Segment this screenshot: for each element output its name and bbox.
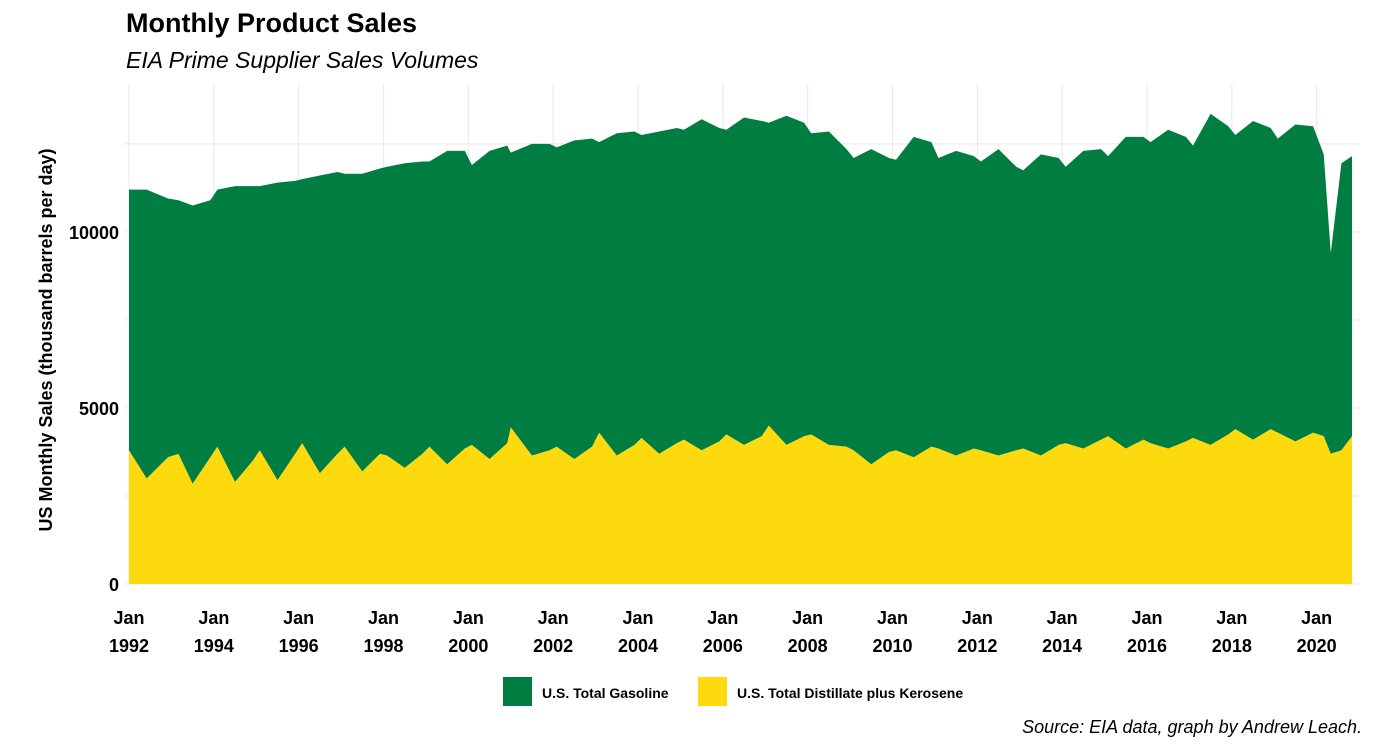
x-tick-label-month: Jan <box>877 608 908 628</box>
x-tick-label-year: 1998 <box>363 636 403 656</box>
x-tick-label-month: Jan <box>113 608 144 628</box>
legend: U.S. Total Gasoline U.S. Total Distillat… <box>503 677 963 706</box>
x-tick-label-month: Jan <box>792 608 823 628</box>
legend-label-distillate: U.S. Total Distillate plus Kerosene <box>737 685 963 701</box>
chart-caption: Source: EIA data, graph by Andrew Leach. <box>1022 717 1362 737</box>
x-tick-label-month: Jan <box>1047 608 1078 628</box>
area-distillate-kerosene <box>129 425 1352 584</box>
area-gasoline <box>129 113 1352 484</box>
x-tick-label-month: Jan <box>283 608 314 628</box>
legend-label-gasoline: U.S. Total Gasoline <box>542 685 669 701</box>
x-tick-label-year: 2018 <box>1212 636 1252 656</box>
x-tick-label-year: 2010 <box>872 636 912 656</box>
x-tick-label-year: 2012 <box>957 636 997 656</box>
x-tick-label-month: Jan <box>538 608 569 628</box>
x-tick-label-month: Jan <box>198 608 229 628</box>
x-tick-label-year: 1992 <box>109 636 149 656</box>
x-tick-label-month: Jan <box>962 608 993 628</box>
x-tick-label-month: Jan <box>453 608 484 628</box>
legend-swatch-distillate <box>698 677 727 706</box>
y-axis-title: US Monthly Sales (thousand barrels per d… <box>36 148 56 531</box>
chart-subtitle: EIA Prime Supplier Sales Volumes <box>126 47 479 73</box>
x-tick-label-year: 2016 <box>1127 636 1167 656</box>
y-tick-label: 10000 <box>69 223 119 243</box>
x-tick-label-month: Jan <box>1131 608 1162 628</box>
x-tick-label-month: Jan <box>1216 608 1247 628</box>
x-tick-label-month: Jan <box>368 608 399 628</box>
x-tick-label-year: 2014 <box>1042 636 1082 656</box>
stacked-areas <box>129 113 1352 584</box>
x-tick-label-year: 2004 <box>618 636 658 656</box>
x-tick-label-year: 2006 <box>703 636 743 656</box>
x-axis-ticks: Jan 1992 Jan 1994 Jan 1996 Jan 1998 Jan 2000 Jan 20… <box>109 608 1337 656</box>
x-tick-label-year: 2020 <box>1297 636 1337 656</box>
chart-title: Monthly Product Sales <box>126 8 417 38</box>
x-tick-label-year: 1994 <box>194 636 234 656</box>
x-tick-label-year: 2008 <box>788 636 828 656</box>
x-tick-label-month: Jan <box>1301 608 1332 628</box>
y-axis-ticks: 0 5000 10000 <box>69 223 119 595</box>
y-tick-label: 0 <box>109 575 119 595</box>
x-tick-label-year: 1996 <box>279 636 319 656</box>
x-tick-label-month: Jan <box>707 608 738 628</box>
legend-swatch-gasoline <box>503 677 532 706</box>
x-tick-label-year: 2000 <box>448 636 488 656</box>
y-tick-label: 5000 <box>79 399 119 419</box>
x-tick-label-month: Jan <box>622 608 653 628</box>
x-tick-label-year: 2002 <box>533 636 573 656</box>
